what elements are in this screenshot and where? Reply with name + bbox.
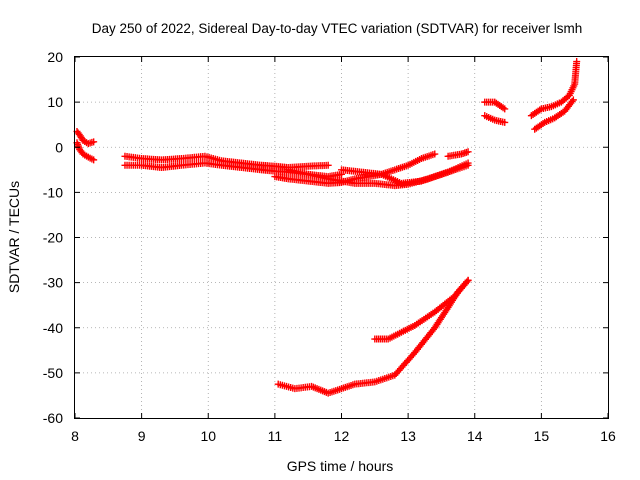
data-point — [464, 148, 472, 156]
series-s14 — [371, 276, 472, 343]
data-point — [90, 156, 98, 164]
y-axis-label: SDTVAR / TECUs — [6, 181, 22, 293]
x-tick-label: 10 — [200, 428, 216, 444]
axis-ticks: 8 9 10 11 12 13 14 15 16 -60 -50 -40 -30 -20 -10 0 10 20 — [43, 49, 616, 444]
grid — [75, 57, 608, 418]
data-point — [464, 276, 472, 284]
y-tick-label: -20 — [43, 230, 63, 246]
series-s13 — [274, 276, 472, 397]
series-s12 — [531, 96, 577, 133]
plot-frame — [74, 56, 609, 419]
data-points — [73, 58, 581, 397]
series-s1 — [73, 127, 98, 148]
y-tick-label: -40 — [43, 320, 63, 336]
x-tick-label: 13 — [400, 428, 416, 444]
series-s7 — [338, 161, 472, 187]
y-tick-label: -50 — [43, 365, 63, 381]
x-tick-label: 8 — [71, 428, 79, 444]
data-point — [463, 278, 471, 286]
y-tick-label: -10 — [43, 184, 63, 200]
data-point — [90, 138, 98, 146]
x-tick-label: 11 — [268, 428, 283, 444]
x-axis-label: GPS time / hours — [287, 458, 394, 474]
data-point — [573, 58, 581, 66]
series-s11 — [527, 58, 581, 120]
data-point — [501, 105, 509, 113]
data-point — [431, 150, 439, 158]
y-tick-label: -30 — [43, 275, 63, 291]
x-tick-label: 15 — [534, 428, 550, 444]
y-tick-label: 10 — [47, 94, 63, 110]
x-tick-label: 16 — [600, 428, 616, 444]
series-s8 — [444, 148, 472, 160]
y-tick-label: 0 — [55, 139, 63, 155]
series-s9 — [481, 98, 509, 113]
data-point — [569, 96, 577, 104]
x-tick-label: 14 — [467, 428, 483, 444]
x-tick-label: 9 — [138, 428, 146, 444]
data-point — [568, 97, 576, 105]
series-s10 — [481, 112, 509, 126]
data-point — [501, 118, 509, 126]
y-tick-label: 20 — [47, 49, 63, 65]
data-point — [324, 161, 332, 169]
chart-title: Day 250 of 2022, Sidereal Day-to-day VTE… — [92, 21, 582, 36]
x-tick-label: 12 — [334, 428, 350, 444]
y-tick-label: -60 — [43, 410, 63, 426]
data-point — [464, 161, 472, 169]
